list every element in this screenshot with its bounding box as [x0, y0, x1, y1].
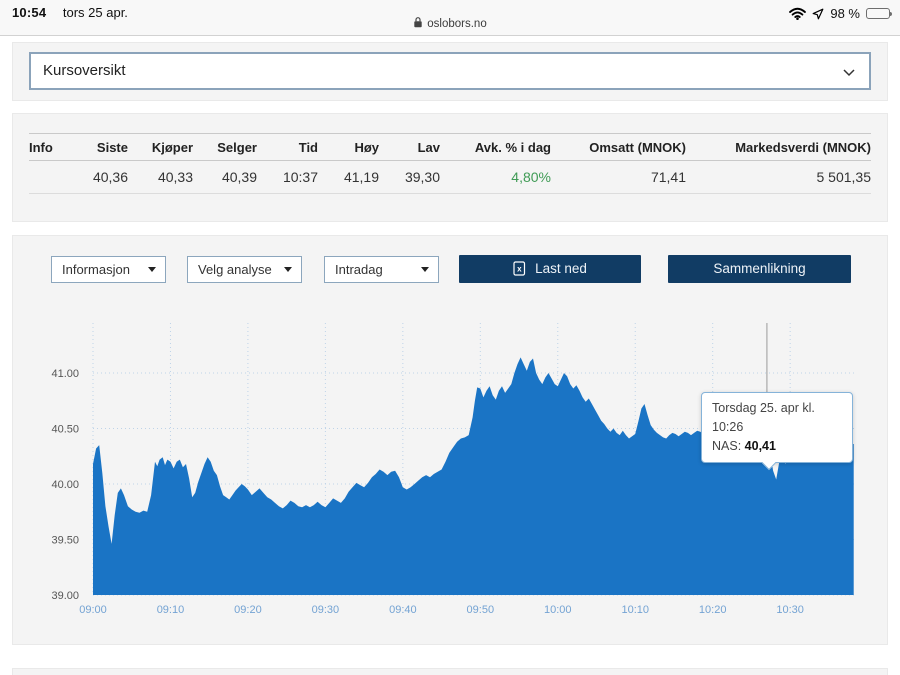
next-section-card — [12, 668, 888, 675]
svg-text:09:40: 09:40 — [389, 604, 417, 616]
svg-text:10:20: 10:20 — [699, 604, 727, 616]
col-avkastning: Avk. % i dag — [440, 140, 551, 155]
quote-table-card: Info Siste Kjøper Selger Tid Høy Lav Avk… — [12, 113, 888, 222]
svg-text:09:30: 09:30 — [312, 604, 340, 616]
svg-text:10:10: 10:10 — [621, 604, 649, 616]
svg-text:10:30: 10:30 — [776, 604, 804, 616]
quote-table: Info Siste Kjøper Selger Tid Høy Lav Avk… — [29, 133, 871, 194]
tooltip-datetime: Torsdag 25. apr kl. 10:26 — [712, 399, 842, 437]
svg-text:39.50: 39.50 — [51, 534, 79, 546]
col-kjoper: Kjøper — [128, 140, 193, 155]
chart-tooltip: Torsdag 25. apr kl. 10:26 NAS: 40,41 — [701, 392, 853, 463]
kursoversikt-select-value: Kursoversikt — [43, 62, 126, 79]
svg-text:09:20: 09:20 — [234, 604, 262, 616]
cell-hoy: 41,19 — [318, 169, 379, 185]
kursoversikt-select[interactable]: Kursoversikt — [29, 52, 871, 90]
cell-markedsverdi: 5 501,35 — [686, 169, 871, 185]
wifi-icon — [789, 7, 806, 20]
status-right: 98 % — [789, 6, 890, 21]
col-omsatt: Omsatt (MNOK) — [551, 140, 686, 155]
cell-omsatt: 71,41 — [551, 169, 686, 185]
lock-icon — [413, 16, 423, 29]
svg-text:09:10: 09:10 — [157, 604, 185, 616]
cell-kjoper: 40,33 — [128, 169, 193, 185]
svg-text:40.00: 40.00 — [51, 479, 79, 491]
page-select-card: Kursoversikt — [12, 42, 888, 101]
status-bar: 10:54 tors 25 apr. oslobors.no 98 % — [0, 0, 900, 36]
cell-tid: 10:37 — [257, 169, 318, 185]
col-markedsverdi: Markedsverdi (MNOK) — [686, 140, 871, 155]
svg-text:40.50: 40.50 — [51, 423, 79, 435]
battery-icon — [866, 8, 890, 19]
cell-selger: 40,39 — [193, 169, 257, 185]
address-bar[interactable]: oslobors.no — [0, 16, 900, 30]
col-lav: Lav — [379, 140, 440, 155]
tooltip-value: 40,41 — [745, 439, 776, 453]
quote-table-header: Info Siste Kjøper Selger Tid Høy Lav Avk… — [29, 134, 871, 161]
url-text: oslobors.no — [427, 18, 486, 30]
cell-avkastning: 4,80% — [440, 169, 551, 185]
table-row: 40,36 40,33 40,39 10:37 41,19 39,30 4,80… — [29, 161, 871, 194]
col-selger: Selger — [193, 140, 257, 155]
svg-text:41.00: 41.00 — [51, 368, 79, 380]
svg-text:09:00: 09:00 — [79, 604, 107, 616]
cell-siste: 40,36 — [73, 169, 128, 185]
col-info: Info — [29, 140, 73, 155]
cell-lav: 39,30 — [379, 169, 440, 185]
chart-card: Informasjon Velg analyse Intradag x Last… — [12, 235, 888, 645]
col-hoy: Høy — [318, 140, 379, 155]
svg-text:39.00: 39.00 — [51, 590, 79, 602]
chevron-down-icon — [843, 69, 855, 77]
svg-text:09:50: 09:50 — [467, 604, 495, 616]
col-siste: Siste — [73, 140, 128, 155]
svg-text:10:00: 10:00 — [544, 604, 572, 616]
battery-percent: 98 % — [830, 6, 860, 21]
location-arrow-icon — [812, 8, 824, 20]
col-tid: Tid — [257, 140, 318, 155]
tooltip-value-line: NAS: 40,41 — [712, 437, 842, 456]
